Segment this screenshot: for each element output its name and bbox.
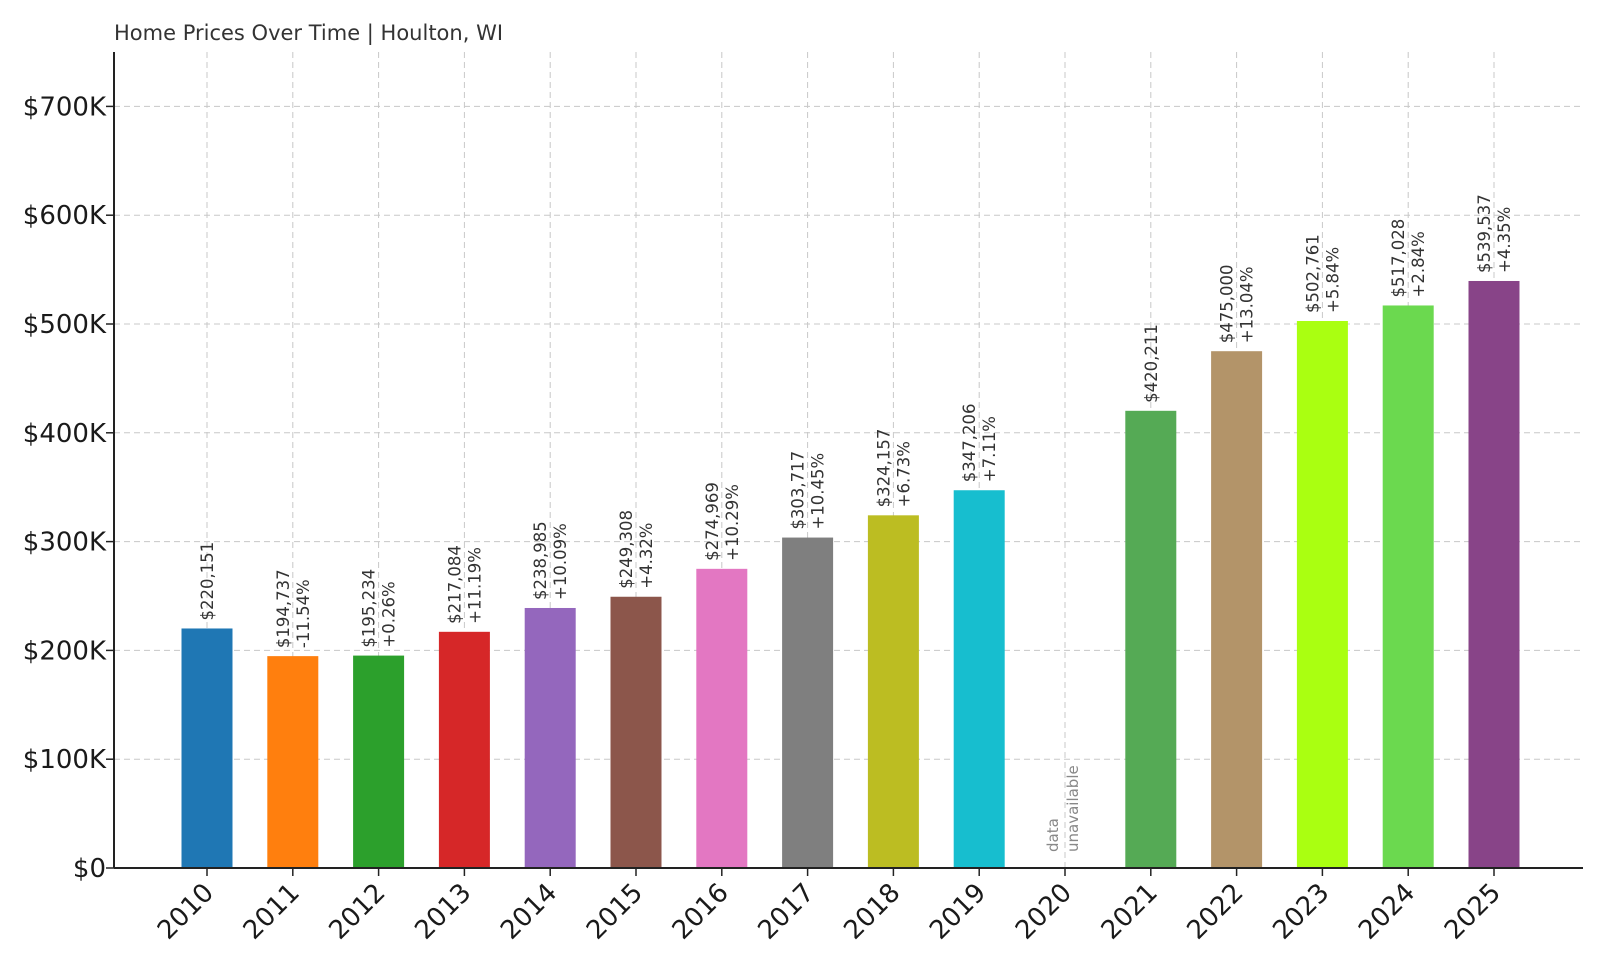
x-tick-label: 2024 [1353, 878, 1421, 946]
change-label: +4.32% [637, 523, 656, 589]
change-label: +10.29% [723, 484, 742, 561]
x-tick-label: 2018 [838, 878, 906, 946]
value-label: $238,985 [531, 521, 550, 600]
y-tick-label: $0 [73, 854, 106, 884]
value-label: $274,969 [703, 482, 722, 561]
y-tick-label: $400K [23, 419, 107, 449]
bar-2024 [1382, 305, 1434, 869]
bar-2010 [181, 628, 233, 868]
value-label: $420,211 [1142, 324, 1161, 403]
x-tick-label: 2014 [495, 878, 563, 946]
value-label: $303,717 [789, 451, 808, 530]
x-tick-label: 2022 [1182, 878, 1250, 946]
y-tick-label: $500K [23, 310, 107, 340]
change-label: +7.11% [980, 416, 999, 482]
change-label: +10.45% [809, 453, 828, 530]
x-tick-label: 2010 [152, 878, 220, 946]
y-tick-label: $700K [23, 92, 107, 122]
value-label: $195,234 [360, 569, 379, 648]
bar-2014 [524, 607, 576, 868]
value-label: $194,737 [274, 569, 293, 648]
data-unavailable-label: unavailable [1064, 765, 1082, 852]
bar-2021 [1125, 410, 1177, 868]
x-tick-label: 2016 [667, 878, 735, 946]
value-label: $502,761 [1303, 234, 1322, 313]
bar-2023 [1296, 320, 1348, 868]
data-unavailable-label: data [1044, 818, 1062, 852]
grid-lines [114, 52, 1583, 868]
x-tick-label: 2011 [238, 878, 306, 946]
y-tick-label: $300K [23, 528, 107, 558]
value-label: $220,151 [198, 542, 217, 621]
bar-2016 [696, 568, 748, 868]
value-label: $475,000 [1218, 264, 1237, 343]
x-tick-label: 2023 [1267, 878, 1335, 946]
bar-2018 [867, 515, 919, 868]
x-tick-label: 2013 [409, 878, 477, 946]
change-label: -11.54% [294, 579, 313, 648]
change-label: +13.04% [1238, 266, 1257, 343]
bar-2012 [353, 655, 405, 868]
bar-2015 [610, 596, 662, 868]
change-label: +10.09% [551, 523, 570, 600]
value-label: $347,206 [960, 404, 979, 483]
y-tick-label: $600K [23, 201, 107, 231]
x-tick-label: 2021 [1096, 878, 1164, 946]
data-labels: $220,151 $194,737 -11.54% $195,234 +0.26% $21… [198, 194, 1514, 852]
x-tick-label: 2015 [581, 878, 649, 946]
x-tick-label: 2017 [753, 878, 821, 946]
value-label: $217,084 [445, 545, 464, 624]
x-tick-label: 2019 [924, 878, 992, 946]
value-label: $249,308 [617, 510, 636, 589]
x-tick-label: 2025 [1439, 878, 1507, 946]
bar-2022 [1211, 351, 1263, 868]
bars [181, 280, 1520, 869]
x-tick-label: 2020 [1010, 878, 1078, 946]
bar-2019 [953, 490, 1005, 868]
x-tick-label: 2012 [324, 878, 392, 946]
value-label: $324,157 [874, 429, 893, 508]
change-label: +6.73% [894, 441, 913, 507]
chart-title: Home Prices Over Time | Houlton, WI [114, 21, 503, 46]
change-label: +4.35% [1495, 207, 1514, 273]
bar-2011 [267, 656, 319, 868]
bar-2013 [438, 631, 490, 868]
y-tick-label: $200K [23, 636, 107, 666]
value-label: $517,028 [1389, 219, 1408, 298]
y-tick-label: $100K [23, 745, 107, 775]
change-label: +2.84% [1409, 231, 1428, 297]
change-label: +5.84% [1323, 247, 1342, 313]
value-label: $539,537 [1475, 194, 1494, 273]
bar-2017 [782, 537, 834, 868]
change-label: +11.19% [465, 547, 484, 624]
bar-2025 [1468, 280, 1520, 868]
change-label: +0.26% [380, 581, 399, 647]
